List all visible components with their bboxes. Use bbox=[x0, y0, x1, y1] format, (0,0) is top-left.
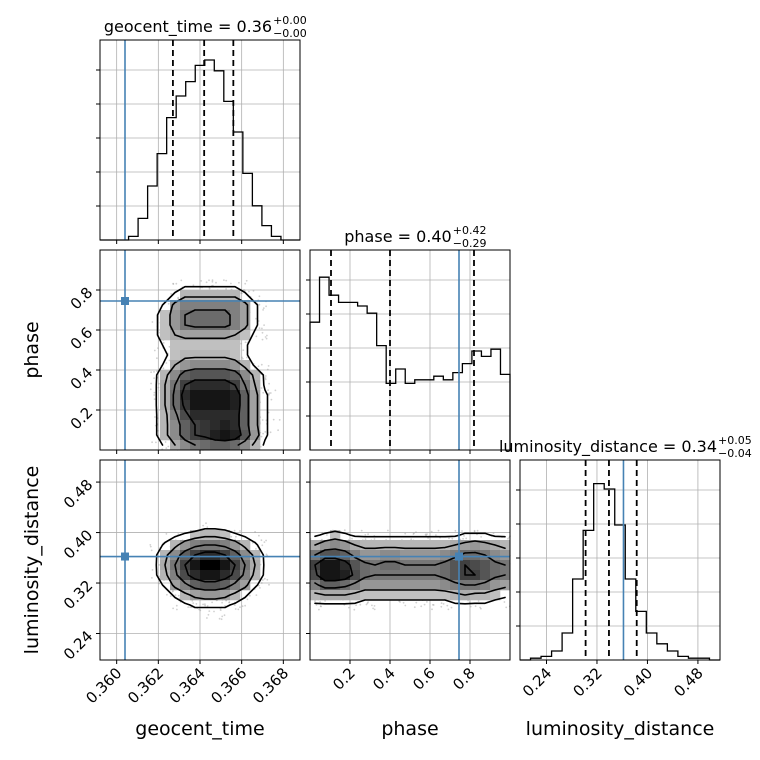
hist-luminosity_distance-background bbox=[520, 460, 720, 660]
panel-geocent_time-vs-phase-contour-2 bbox=[172, 309, 251, 446]
xlabel-luminosity_distance: luminosity_distance bbox=[526, 718, 715, 740]
xtick-label-geocent_time-4: 0.368 bbox=[249, 664, 292, 707]
hist-phase-title-minus: −0.29 bbox=[453, 237, 487, 250]
hist-phase-frame bbox=[309, 249, 511, 451]
ytick-label-luminosity_distance-0: 0.24 bbox=[60, 627, 96, 663]
panel-geocent_time-vs-phase-density bbox=[160, 290, 261, 451]
panel-geocent_time-vs-luminosity_distance-truth-marker bbox=[121, 552, 129, 561]
panel-phase-vs-luminosity_distance-truth-marker bbox=[455, 552, 463, 561]
panel-geocent_time-vs-luminosity_distance-contours bbox=[155, 528, 265, 609]
xlabel-phase: phase bbox=[381, 718, 438, 740]
xtick-label-geocent_time-0: 0.360 bbox=[82, 664, 125, 707]
hist-geocent_time-title-plus: +0.00 bbox=[273, 14, 307, 27]
panel-phase-vs-luminosity_distance-contour-2 bbox=[314, 548, 506, 589]
panel-geocent_time-vs-luminosity_distance-contour-3 bbox=[184, 551, 236, 583]
panel-geocent_time-vs-phase-truth-marker bbox=[121, 297, 129, 305]
xtick-label-phase-3: 0.8 bbox=[449, 664, 479, 694]
hist-phase-title: phase = 0.40 bbox=[344, 227, 451, 246]
panel-geocent_time-vs-luminosity_distance-contour-2 bbox=[174, 544, 246, 591]
ytick-label-phase-0: 0.2 bbox=[67, 404, 97, 434]
hist-phase-background bbox=[310, 250, 510, 450]
panel-geocent_time-vs-luminosity_distance-contour-1 bbox=[164, 535, 256, 600]
xtick-label-geocent_time-1: 0.362 bbox=[124, 664, 167, 707]
panel-geocent_time-vs-phase-contour-1 bbox=[164, 296, 260, 446]
xtick-label-phase-0: 0.2 bbox=[329, 664, 359, 694]
panel-geocent_time-vs-phase-frame bbox=[99, 249, 301, 451]
panel-geocent_time-vs-phase-contour-0 bbox=[155, 285, 269, 446]
ylabel-phase: phase bbox=[21, 321, 43, 378]
hist-geocent_time-title: geocent_time = 0.36 bbox=[104, 17, 272, 37]
panel-phase-vs-luminosity_distance-contour-0 bbox=[314, 530, 506, 605]
panel-phase-vs-luminosity_distance-contour-1 bbox=[314, 538, 506, 596]
panel-geocent_time-vs-phase-contour-3 bbox=[180, 379, 242, 442]
hist-phase-title-plus: +0.42 bbox=[453, 224, 487, 237]
panel-phase-vs-luminosity_distance-contour-3 bbox=[314, 557, 476, 582]
xtick-label-luminosity_distance-1: 0.32 bbox=[569, 664, 605, 700]
ytick-label-phase-2: 0.6 bbox=[67, 324, 97, 354]
hist-geocent_time-frame bbox=[99, 39, 301, 241]
hist-luminosity_distance-step bbox=[520, 482, 720, 661]
ytick-label-phase-3: 0.8 bbox=[67, 284, 97, 314]
xtick-label-phase-1: 0.4 bbox=[369, 664, 399, 694]
hist-luminosity_distance-title-plus: +0.05 bbox=[718, 434, 752, 447]
ytick-label-luminosity_distance-2: 0.40 bbox=[60, 526, 96, 562]
hist-luminosity_distance-frame bbox=[519, 459, 721, 661]
hist-luminosity_distance-title-minus: −0.04 bbox=[718, 447, 752, 460]
hist-luminosity_distance-title: luminosity_distance = 0.34 bbox=[499, 437, 717, 457]
ylabel-luminosity_distance: luminosity_distance bbox=[21, 466, 43, 655]
xtick-label-geocent_time-2: 0.364 bbox=[166, 664, 209, 707]
panel-phase-vs-luminosity_distance-density bbox=[310, 530, 511, 601]
xtick-label-luminosity_distance-2: 0.40 bbox=[620, 664, 656, 700]
panel-geocent_time-vs-phase-contours bbox=[155, 285, 269, 446]
xtick-label-luminosity_distance-3: 0.48 bbox=[670, 664, 706, 700]
panel-geocent_time-vs-luminosity_distance-frame bbox=[99, 459, 301, 661]
xlabel-geocent_time: geocent_time bbox=[135, 718, 264, 740]
hist-geocent_time-title-minus: −0.00 bbox=[273, 27, 307, 40]
hist-phase-step bbox=[309, 276, 511, 450]
ytick-label-luminosity_distance-1: 0.32 bbox=[60, 577, 96, 613]
panel-phase-vs-luminosity_distance-frame bbox=[309, 459, 511, 661]
panel-phase-vs-luminosity_distance-contours bbox=[314, 530, 506, 605]
xtick-label-luminosity_distance-0: 0.24 bbox=[519, 664, 555, 700]
ytick-label-luminosity_distance-3: 0.48 bbox=[60, 476, 96, 512]
xtick-label-geocent_time-3: 0.366 bbox=[207, 664, 250, 707]
panel-geocent_time-vs-luminosity_distance-contour-0 bbox=[155, 528, 265, 609]
xtick-label-phase-2: 0.6 bbox=[409, 664, 439, 694]
ytick-label-phase-1: 0.4 bbox=[67, 364, 97, 394]
